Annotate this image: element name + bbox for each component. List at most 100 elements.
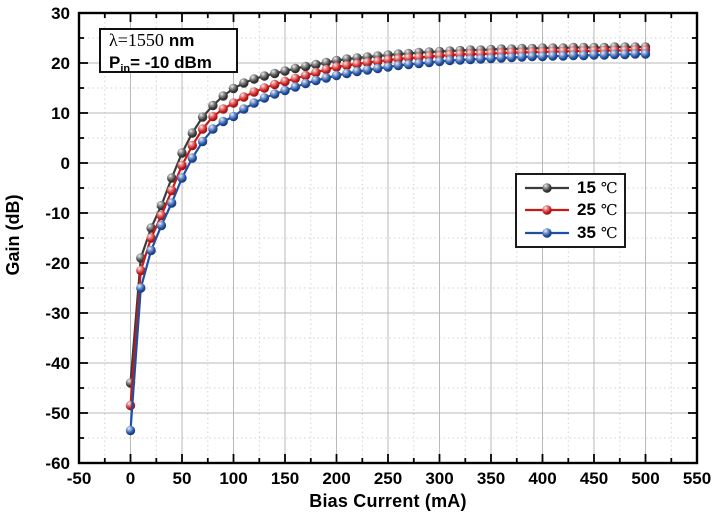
svg-text:50: 50: [173, 469, 192, 488]
data-point: [270, 79, 280, 90]
data-point: [177, 173, 187, 183]
tick-labels: -50 0 50 100 150 200 250 300 350 400 450 500 550-60-…: [45, 4, 711, 488]
svg-text:-60: -60: [45, 454, 70, 473]
data-point: [177, 160, 187, 171]
svg-text:-40: -40: [45, 354, 70, 373]
data-point: [177, 148, 187, 158]
data-point: [455, 55, 465, 65]
legend: 15 ℃ 25 ℃ 35 ℃: [515, 173, 626, 248]
data-point: [228, 111, 239, 122]
svg-text:20: 20: [51, 54, 70, 73]
svg-text:-30: -30: [45, 304, 70, 323]
svg-text:550: 550: [683, 469, 711, 488]
data-point: [476, 54, 486, 64]
data-point: [187, 140, 197, 151]
data-point: [208, 124, 218, 134]
data-point: [300, 70, 311, 81]
data-point: [311, 59, 321, 70]
data-point: [239, 78, 249, 88]
data-point: [342, 60, 352, 71]
svg-text:30: 30: [51, 4, 70, 23]
svg-text:200: 200: [322, 469, 350, 488]
data-point: [228, 83, 239, 94]
data-point: [579, 50, 589, 61]
data-point: [290, 73, 300, 84]
data-point: [465, 54, 476, 65]
data-point: [373, 63, 383, 74]
data-point: [352, 66, 362, 77]
legend-item: 35 ℃: [524, 223, 624, 243]
svg-text:450: 450: [580, 469, 608, 488]
svg-text:-50: -50: [67, 469, 92, 488]
data-point: [167, 198, 177, 208]
x-axis-title: Bias Current (mA): [309, 491, 467, 511]
legend-swatch: [525, 183, 569, 193]
series-35℃: [125, 49, 651, 436]
svg-text:10: 10: [51, 104, 70, 123]
annotation-line-wavelength: λ=1550 nm: [109, 30, 236, 52]
data-point: [403, 59, 414, 70]
data-point: [506, 52, 517, 63]
data-point: [218, 116, 228, 127]
data-point: [249, 87, 259, 97]
data-point: [239, 104, 249, 114]
svg-text:-50: -50: [45, 404, 70, 423]
svg-text:-20: -20: [45, 254, 70, 273]
legend-swatch: [525, 228, 569, 238]
data-point: [630, 49, 640, 59]
data-point: [383, 55, 393, 65]
svg-text:100: 100: [219, 469, 247, 488]
data-point: [280, 76, 290, 87]
data-point: [228, 98, 239, 108]
data-point: [599, 50, 609, 60]
data-point: [609, 49, 620, 60]
data-point: [445, 55, 455, 66]
svg-text:0: 0: [126, 469, 135, 488]
data-point: [558, 51, 568, 61]
data-point: [424, 57, 434, 68]
data-point: [270, 68, 280, 79]
data-point: [640, 49, 651, 59]
data-point: [527, 51, 537, 62]
data-point: [146, 233, 156, 243]
data-point: [589, 50, 599, 60]
y-axis-title: Gain (dB): [3, 194, 23, 276]
data-point: [208, 100, 218, 111]
data-point: [136, 283, 146, 293]
wavelength-text: λ=1550: [109, 30, 164, 50]
power-symbol: P: [109, 53, 121, 72]
data-point: [537, 51, 548, 62]
data-point: [125, 400, 136, 411]
data-point: [414, 58, 424, 69]
data-point: [136, 265, 146, 276]
data-point: [342, 54, 352, 64]
data-point: [486, 53, 496, 64]
data-point: [548, 51, 558, 61]
wavelength-unit: nm: [168, 31, 195, 50]
svg-text:-10: -10: [45, 204, 70, 223]
data-point: [249, 74, 259, 84]
data-point: [331, 62, 342, 72]
data-point: [249, 98, 259, 108]
legend-item: 25 ℃: [524, 200, 624, 220]
data-point: [342, 68, 352, 79]
data-point: [156, 220, 167, 231]
data-point: [393, 60, 403, 71]
data-point: [331, 70, 342, 81]
svg-text:300: 300: [425, 469, 453, 488]
data-point: [187, 128, 197, 138]
legend-label: 35 ℃: [577, 222, 618, 242]
data-point: [517, 52, 527, 62]
data-point: [403, 53, 414, 63]
data-point: [300, 78, 311, 89]
legend-label: 25 ℃: [577, 200, 618, 220]
data-point: [259, 71, 270, 81]
data-point: [167, 185, 177, 196]
data-point: [620, 49, 630, 60]
legend-swatch: [525, 205, 569, 216]
svg-text:400: 400: [528, 469, 556, 488]
data-point: [362, 57, 373, 68]
data-point: [300, 61, 311, 72]
